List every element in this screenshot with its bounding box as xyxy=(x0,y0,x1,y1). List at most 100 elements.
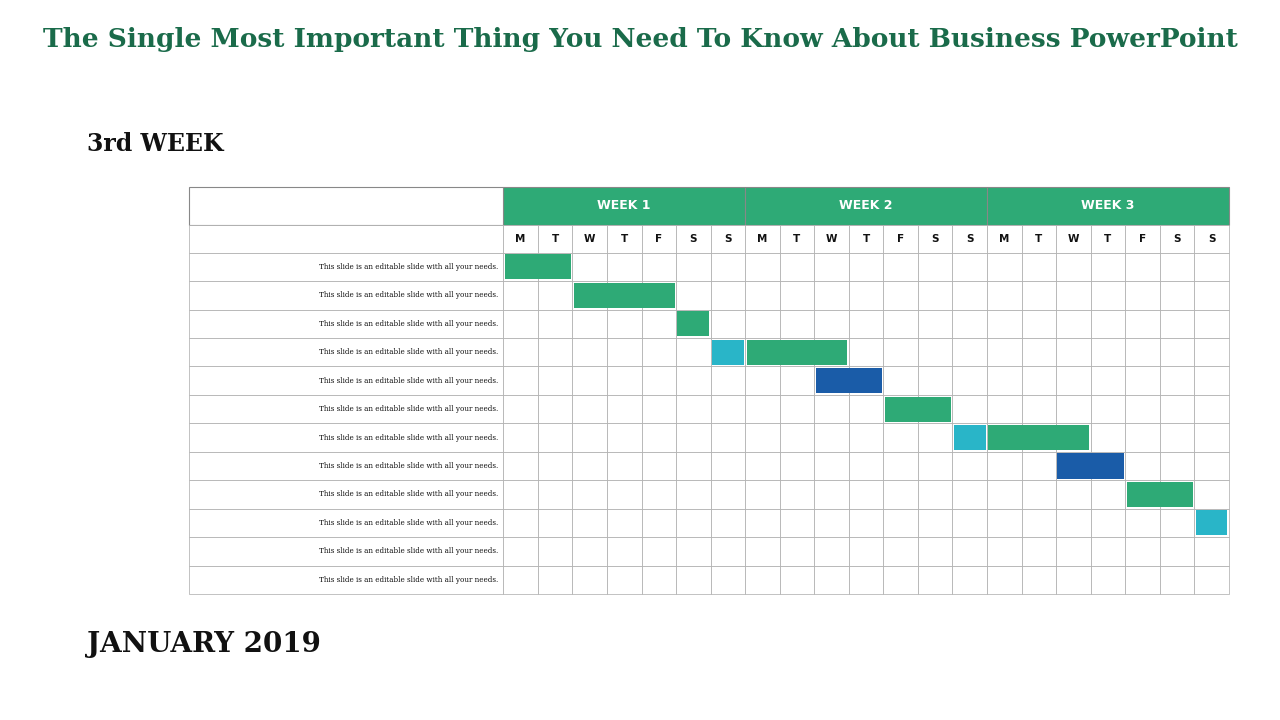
Bar xyxy=(745,225,780,253)
Bar xyxy=(1160,423,1194,451)
Bar xyxy=(918,225,952,253)
Bar xyxy=(676,508,710,537)
Bar xyxy=(1160,451,1194,480)
Bar xyxy=(503,565,538,594)
Bar xyxy=(849,423,883,451)
Bar xyxy=(572,281,607,310)
Bar xyxy=(641,310,676,338)
Text: T: T xyxy=(552,234,559,243)
Bar xyxy=(710,310,745,338)
Bar xyxy=(676,423,710,451)
Bar xyxy=(1057,454,1124,479)
Bar xyxy=(849,253,883,281)
Bar xyxy=(538,508,572,537)
Bar xyxy=(814,310,849,338)
Bar xyxy=(987,310,1021,338)
Bar xyxy=(710,508,745,537)
Bar xyxy=(189,310,503,338)
Bar xyxy=(641,338,676,366)
Bar xyxy=(641,366,676,395)
Bar xyxy=(607,423,641,451)
Text: T: T xyxy=(794,234,800,243)
Text: F: F xyxy=(655,234,662,243)
Bar xyxy=(814,451,849,480)
Bar xyxy=(641,281,676,310)
Bar xyxy=(745,310,780,338)
Bar xyxy=(918,423,952,451)
Bar xyxy=(1056,537,1091,565)
Bar xyxy=(676,537,710,565)
Bar xyxy=(1091,451,1125,480)
Bar xyxy=(952,451,987,480)
Bar xyxy=(1194,565,1229,594)
Bar xyxy=(641,508,676,537)
Text: This slide is an editable slide with all your needs.: This slide is an editable slide with all… xyxy=(319,292,498,300)
Text: M: M xyxy=(1000,234,1010,243)
Bar xyxy=(641,537,676,565)
Bar xyxy=(1091,366,1125,395)
Bar xyxy=(745,281,780,310)
Bar xyxy=(1125,480,1160,508)
Bar xyxy=(954,425,986,450)
Bar xyxy=(952,565,987,594)
Bar xyxy=(918,451,952,480)
Bar xyxy=(1194,253,1229,281)
Bar xyxy=(987,537,1021,565)
Bar xyxy=(1021,565,1056,594)
Bar xyxy=(503,281,538,310)
Text: This slide is an editable slide with all your needs.: This slide is an editable slide with all… xyxy=(319,576,498,584)
Bar xyxy=(918,338,952,366)
Bar xyxy=(780,310,814,338)
Bar xyxy=(538,310,572,338)
Bar xyxy=(814,508,849,537)
Bar xyxy=(607,537,641,565)
Bar xyxy=(1194,451,1229,480)
Bar xyxy=(952,480,987,508)
Bar xyxy=(987,508,1021,537)
Bar xyxy=(1091,253,1125,281)
Bar xyxy=(952,225,987,253)
Bar xyxy=(987,253,1021,281)
Bar xyxy=(952,338,987,366)
Bar xyxy=(1056,366,1091,395)
Bar xyxy=(503,366,538,395)
Bar xyxy=(189,281,503,310)
Bar xyxy=(849,281,883,310)
Bar xyxy=(883,281,918,310)
Bar xyxy=(883,508,918,537)
Bar xyxy=(814,338,849,366)
Bar xyxy=(745,508,780,537)
Bar xyxy=(189,338,503,366)
Bar xyxy=(641,253,676,281)
Bar xyxy=(1091,395,1125,423)
Bar xyxy=(710,253,745,281)
Bar xyxy=(1091,508,1125,537)
Bar xyxy=(883,366,918,395)
Bar xyxy=(676,281,710,310)
Bar xyxy=(780,225,814,253)
Bar xyxy=(952,366,987,395)
Bar xyxy=(1194,366,1229,395)
Bar xyxy=(918,395,952,423)
Bar xyxy=(780,281,814,310)
Bar xyxy=(538,537,572,565)
Bar xyxy=(918,310,952,338)
Bar xyxy=(849,366,883,395)
Bar xyxy=(1056,281,1091,310)
Bar xyxy=(607,253,641,281)
Bar xyxy=(883,451,918,480)
Bar xyxy=(710,395,745,423)
Bar xyxy=(1125,537,1160,565)
Bar xyxy=(884,397,951,422)
Bar xyxy=(883,537,918,565)
Bar xyxy=(1125,451,1160,480)
Bar xyxy=(710,451,745,480)
Bar xyxy=(814,423,849,451)
Bar xyxy=(189,508,503,537)
Bar xyxy=(641,451,676,480)
Bar xyxy=(676,310,710,338)
Bar xyxy=(780,565,814,594)
Bar xyxy=(538,253,572,281)
Bar xyxy=(607,338,641,366)
Bar xyxy=(572,338,607,366)
